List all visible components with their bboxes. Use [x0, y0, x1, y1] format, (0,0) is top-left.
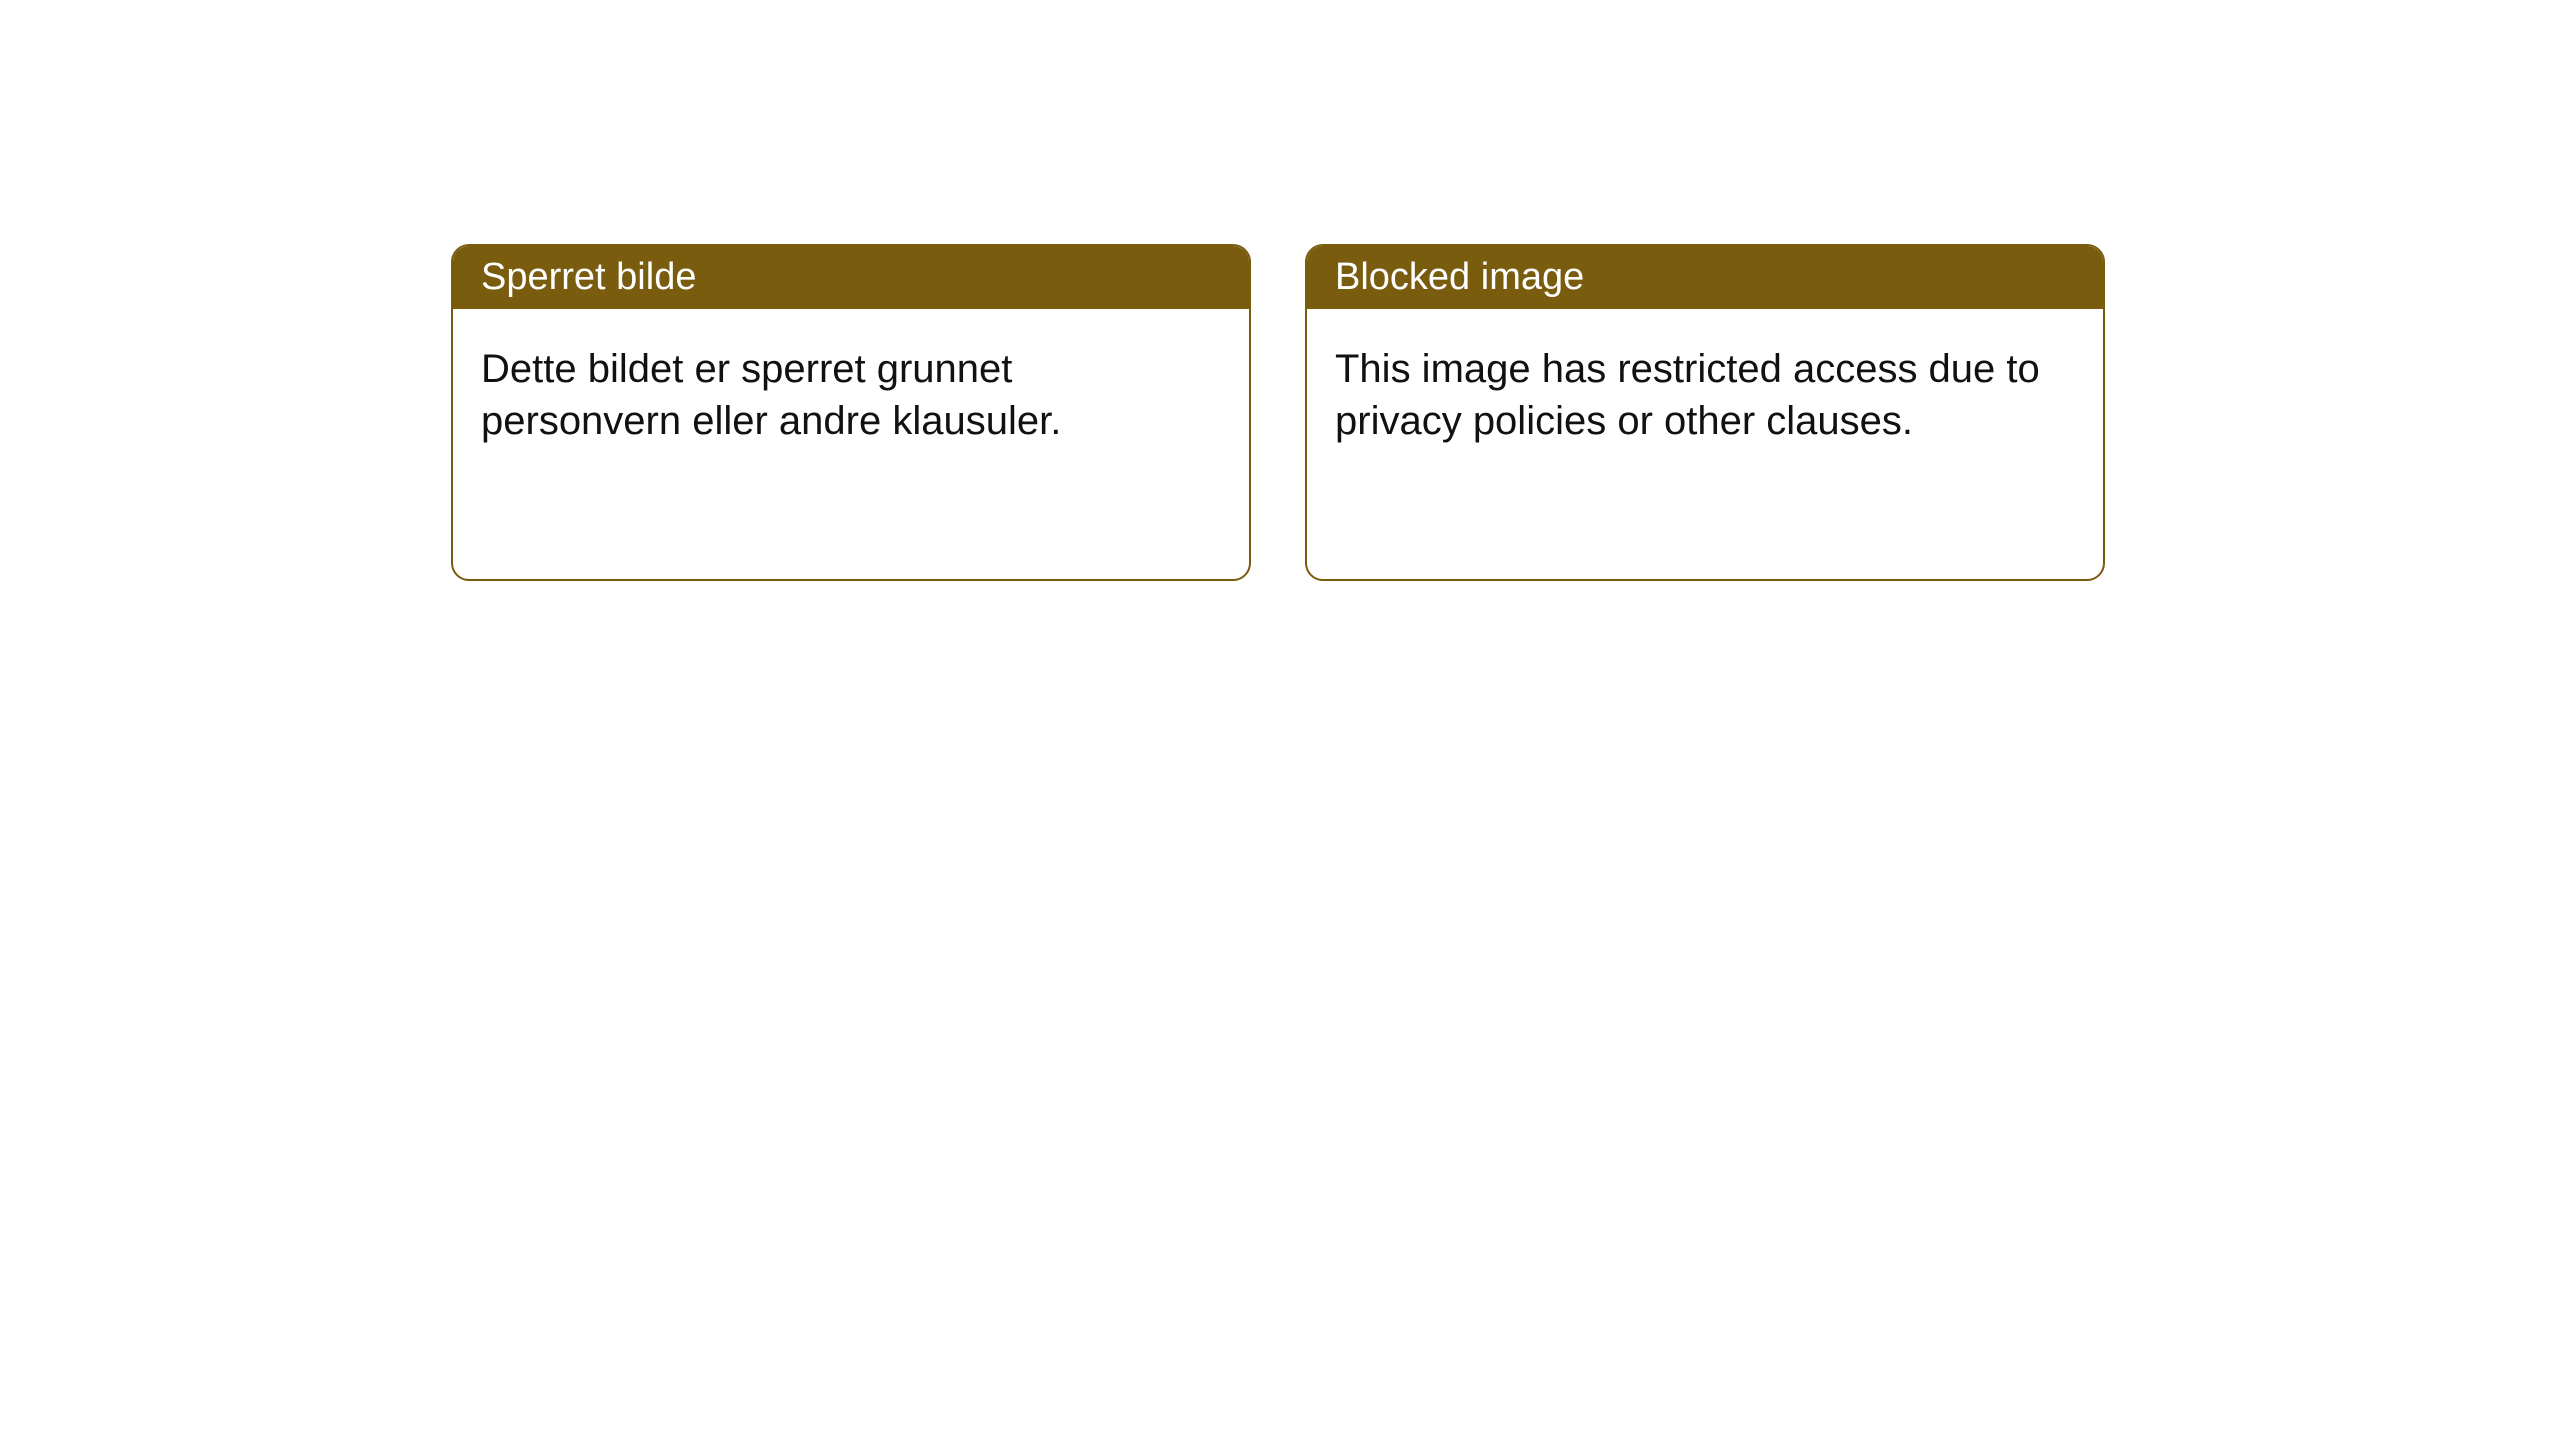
notice-message: Dette bildet er sperret grunnet personve… — [481, 347, 1061, 443]
notice-header: Sperret bilde — [453, 246, 1249, 309]
notice-header: Blocked image — [1307, 246, 2103, 309]
notice-card-english: Blocked image This image has restricted … — [1305, 244, 2105, 581]
notice-message: This image has restricted access due to … — [1335, 347, 2040, 443]
notice-container: Sperret bilde Dette bildet er sperret gr… — [451, 244, 2105, 581]
notice-card-norwegian: Sperret bilde Dette bildet er sperret gr… — [451, 244, 1251, 581]
notice-title: Sperret bilde — [481, 256, 696, 298]
notice-body: Dette bildet er sperret grunnet personve… — [453, 309, 1249, 579]
notice-body: This image has restricted access due to … — [1307, 309, 2103, 579]
notice-title: Blocked image — [1335, 256, 1584, 298]
